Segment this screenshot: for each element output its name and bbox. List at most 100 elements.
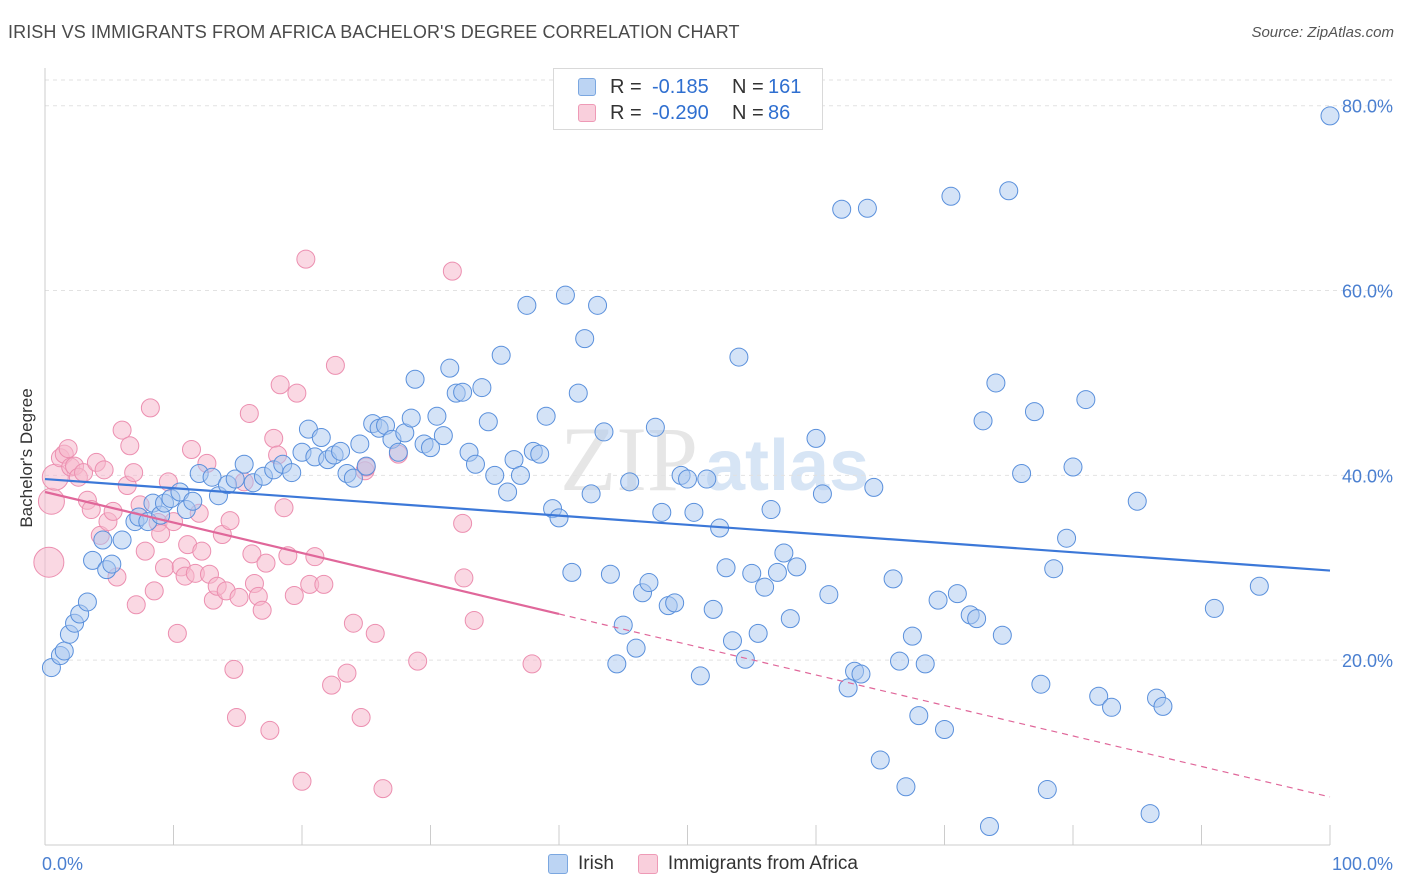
irish-point [979,817,999,837]
irish-point [183,491,203,511]
y-tick-label: 80.0% [1342,97,1393,117]
irish-point [54,641,74,661]
africa-points [33,249,542,799]
irish-point [645,417,665,437]
africa-point [373,779,393,799]
africa-point [260,720,280,740]
irish-point [690,666,710,686]
africa-point [103,501,123,521]
irish-point [282,463,302,483]
africa-point [112,420,132,440]
irish-point [225,469,245,489]
irish-point [729,347,749,367]
irish-point [832,199,852,219]
irish-point [761,500,781,520]
irish-point [992,625,1012,645]
irish-point [613,615,633,635]
irish-point [581,484,601,504]
irish-point [485,465,505,485]
irish-point [742,563,762,583]
africa-point [58,439,78,459]
legend-n-label: N = [732,75,764,98]
africa-point [37,487,65,515]
africa-point [365,623,385,643]
irish-point [562,562,582,582]
irish-point [112,530,132,550]
irish-point [465,454,485,474]
x-tick-label-right: 100.0% [1332,854,1393,874]
africa-point [343,613,363,633]
irish-point [530,444,550,464]
africa-point [140,398,160,418]
legend-swatch-africa [637,854,658,874]
legend-item-africa[interactable]: Immigrants from Africa [637,853,858,875]
irish-point [350,434,370,454]
irish-point [478,412,498,432]
irish-point [331,441,351,461]
irish-point [896,777,916,797]
africa-point [224,659,244,679]
legend-label-irish: Irish [578,853,614,874]
source-label: Source: ZipAtlas.com [1251,24,1394,41]
africa-point [181,439,201,459]
irish-point [343,468,363,488]
irish-point [928,590,948,610]
irish-point [568,383,588,403]
irish-point [555,285,575,305]
irish-point [510,465,530,485]
irish-point [851,664,871,684]
irish-point [986,373,1006,393]
irish-point [594,422,614,442]
africa-point [229,587,249,607]
irish-point [697,469,717,489]
tick-labels: 20.0% 40.0% 60.0% 80.0% 0.0% 100.0% [42,97,1393,874]
africa-point [242,544,262,564]
irish-point [1153,696,1173,716]
irish-point [388,442,408,462]
legend-item-irish[interactable]: Irish [548,853,614,875]
irish-point [767,562,787,582]
irish-point [902,626,922,646]
irish-points [41,106,1340,837]
irish-point [549,508,569,528]
africa-point [292,771,312,791]
irish-point [864,477,884,497]
legend-label-africa: Immigrants from Africa [667,853,858,874]
africa-point [270,375,290,395]
chart-title: IRISH VS IMMIGRANTS FROM AFRICA BACHELOR… [8,22,740,42]
irish-point [819,585,839,605]
africa-point [256,553,276,573]
irish-point [536,406,556,426]
legend-n-value: 161 [768,75,802,98]
irish-point [607,654,627,674]
africa-point [120,436,140,456]
irish-point [973,411,993,431]
africa-point [296,249,316,269]
irish-point [311,427,331,447]
irish-point [1031,674,1051,694]
irish-point [941,186,961,206]
africa-point [453,513,473,533]
africa-point [167,623,187,643]
irish-point [401,408,421,428]
irish-point [575,329,595,349]
irish-point [498,482,518,502]
africa-point [94,460,114,480]
legend-row-africa: R = -0.290 N = 86 [554,101,808,125]
irish-point [433,426,453,446]
africa-point [464,610,484,630]
legend-n-label: N = [732,101,764,124]
y-tick-label: 40.0% [1342,466,1393,486]
africa-point [124,463,144,483]
irish-point [1044,559,1064,579]
irish-point [1140,804,1160,824]
irish-point [620,472,640,492]
irish-point [77,592,97,612]
africa-point [522,654,542,674]
irish-point [421,438,440,458]
africa-point [287,383,307,403]
x-tick-label-left: 0.0% [42,854,83,874]
irish-point [491,345,511,365]
irish-point [1076,390,1096,410]
irish-point [517,295,537,315]
